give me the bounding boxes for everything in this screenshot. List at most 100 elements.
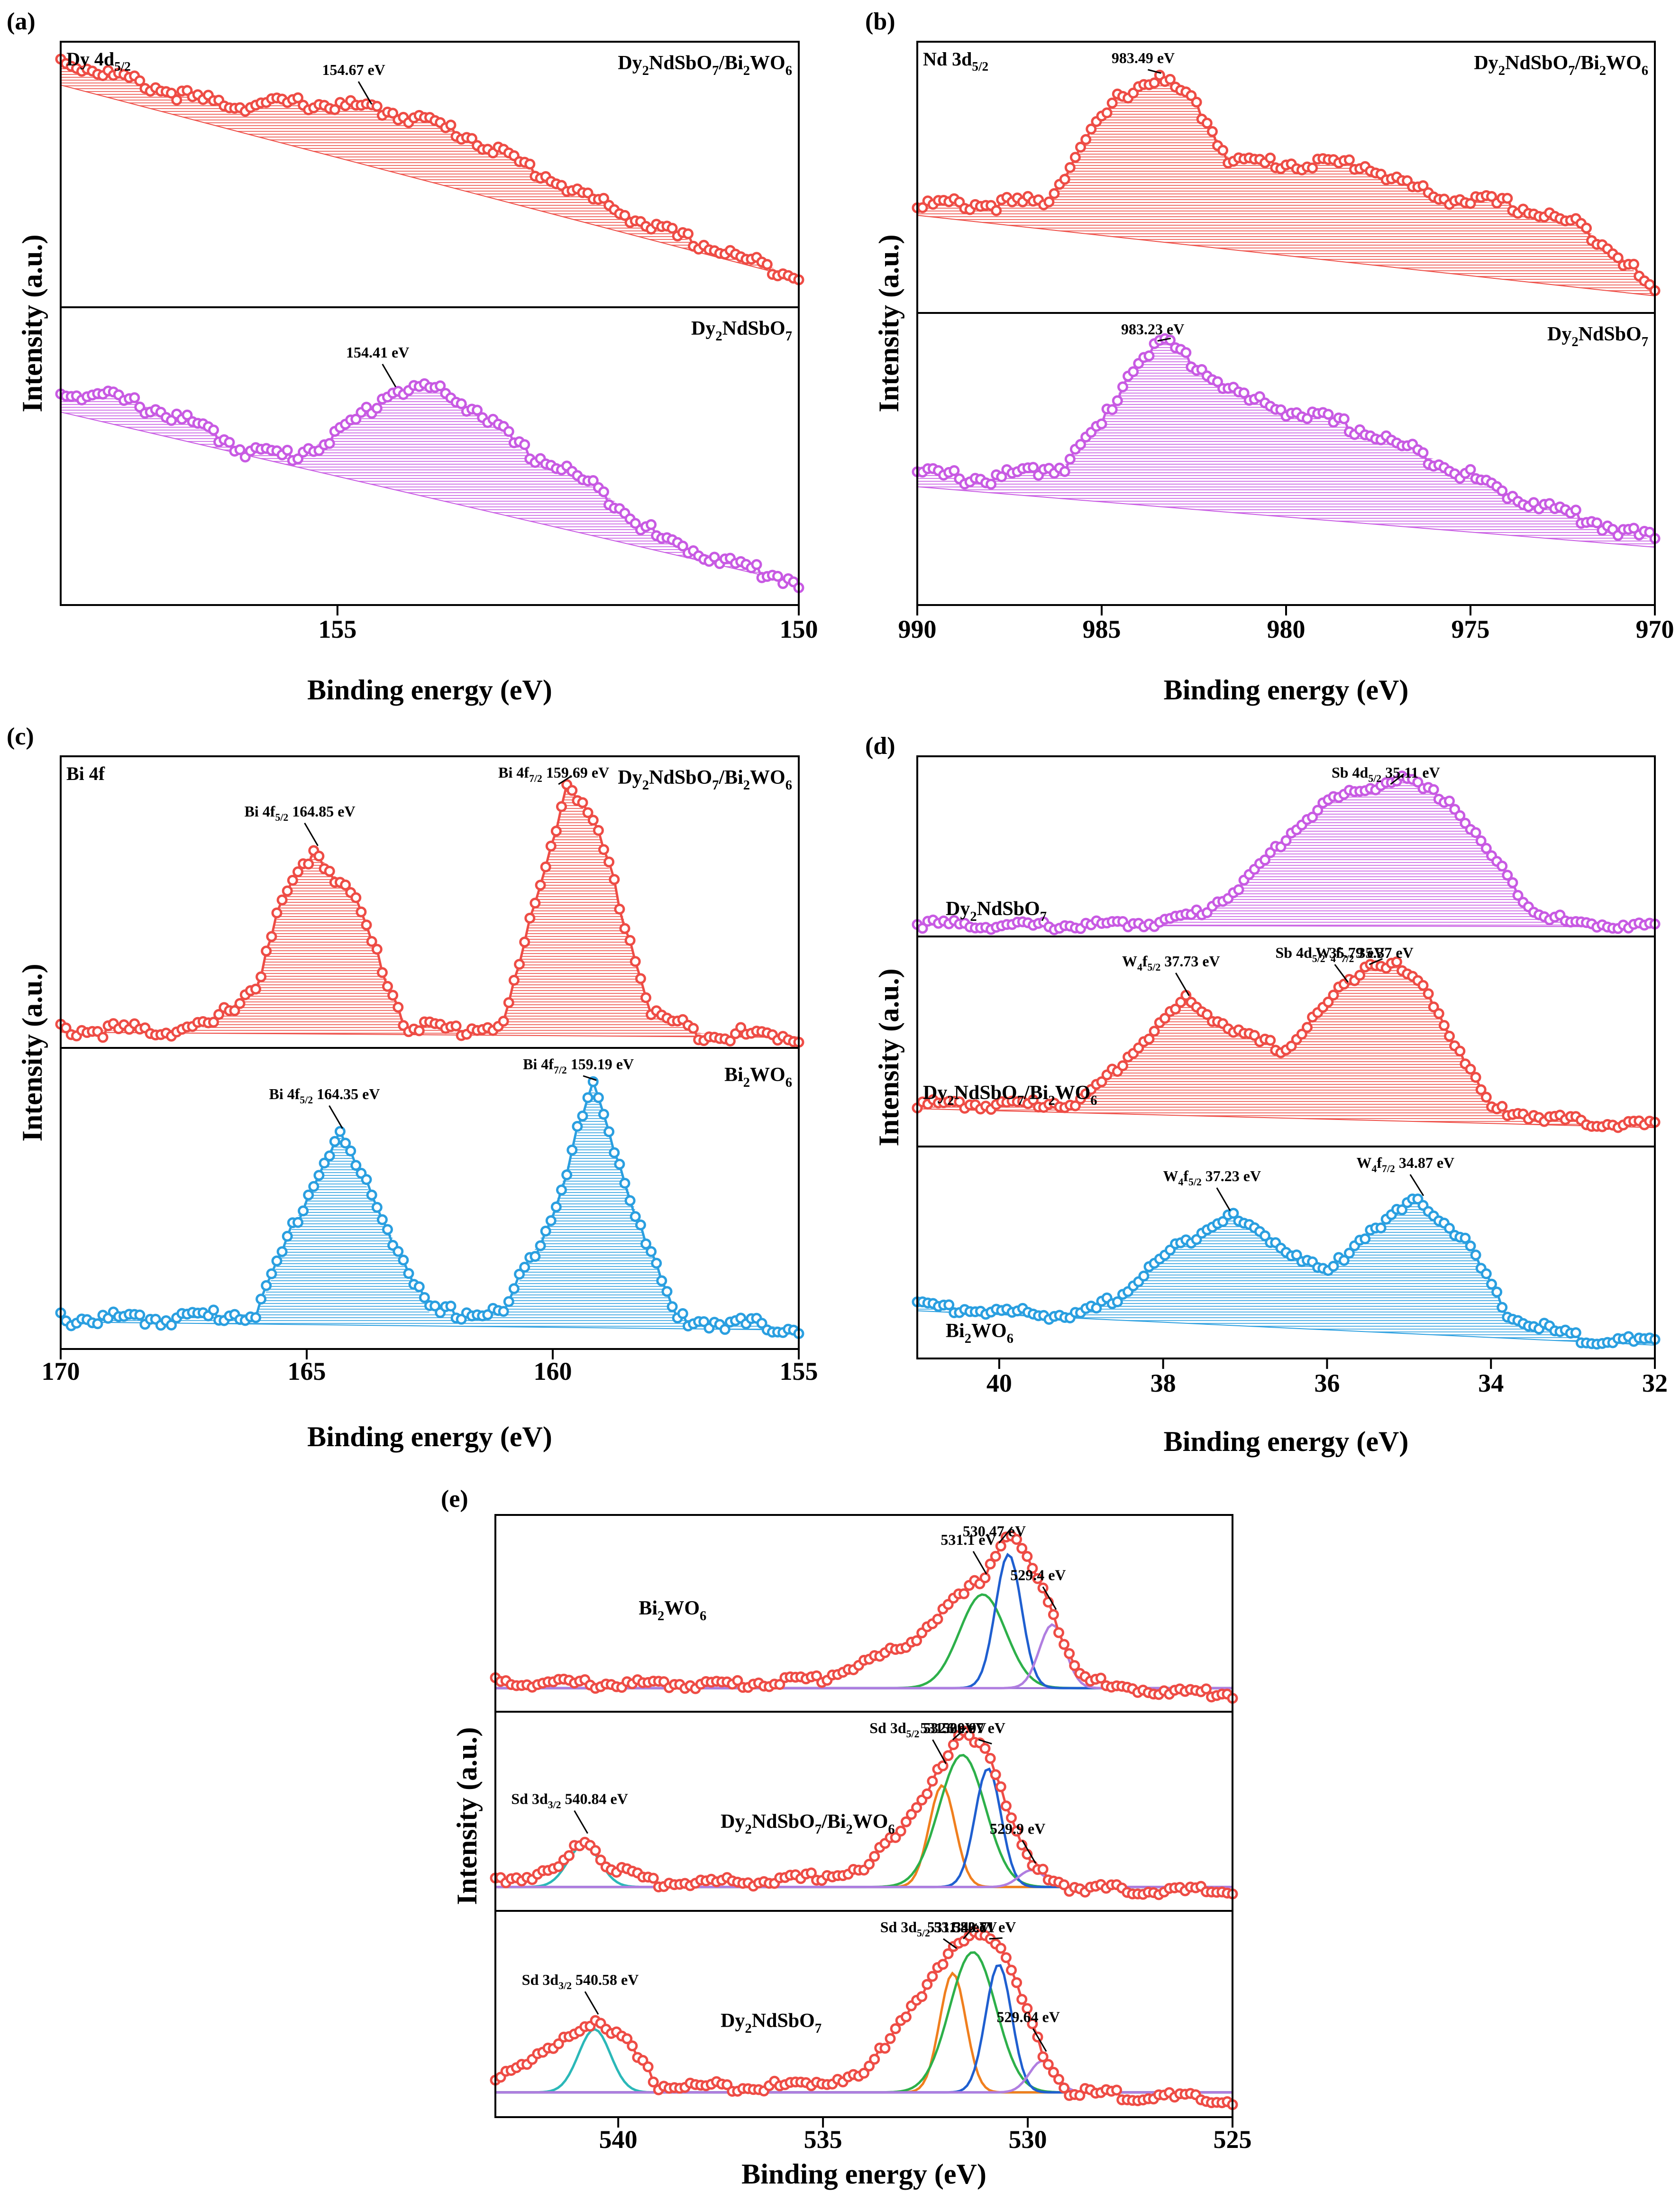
data-point <box>609 874 620 885</box>
data-point <box>308 1181 320 1192</box>
data-point <box>906 1809 917 1820</box>
data-point <box>553 2038 564 2049</box>
data-point <box>772 570 783 582</box>
data-point <box>376 967 388 978</box>
data-point <box>261 1280 272 1291</box>
data-point <box>413 1025 425 1037</box>
panel-title: Bi 4f <box>66 763 105 784</box>
data-point <box>619 923 630 934</box>
peak-annotation: Bi 4f5/2 164.85 eV <box>245 803 356 823</box>
data-point <box>419 1292 430 1303</box>
data-point <box>614 1158 625 1170</box>
series-name-label: Bi2WO6 <box>946 1320 1013 1346</box>
series-name-label: Dy2NdSbO7/Bi2WO6 <box>618 52 792 78</box>
data-point <box>387 990 399 1001</box>
data-point <box>1417 447 1429 459</box>
data-point <box>361 919 372 931</box>
data-point <box>1165 73 1176 85</box>
panel-letter: (e) <box>441 1486 468 1513</box>
data-point <box>129 392 140 404</box>
data-point <box>472 404 483 416</box>
data-point <box>1323 409 1334 420</box>
data-point <box>805 1867 817 1879</box>
peak-area <box>917 342 1655 547</box>
x-tick-label: 40 <box>986 1369 1012 1397</box>
data-point <box>1000 1952 1012 1964</box>
data-point <box>1053 2074 1064 2085</box>
x-tick-label: 535 <box>804 2125 842 2154</box>
data-point <box>371 1202 383 1213</box>
background-line <box>60 84 799 279</box>
data-point <box>1117 381 1128 393</box>
data-point <box>624 935 636 946</box>
data-point <box>213 1009 225 1020</box>
data-point <box>932 1614 943 1625</box>
data-point <box>985 1559 996 1569</box>
annotation-arrow <box>558 775 572 785</box>
data-point <box>1143 1033 1155 1045</box>
data-point <box>250 983 261 995</box>
peak-annotation: 983.23 eV <box>1121 321 1184 338</box>
data-point <box>545 1215 557 1226</box>
annotation-arrow <box>1369 958 1383 965</box>
data-point <box>1170 1003 1181 1015</box>
annotation-arrow <box>963 1923 977 1939</box>
data-point <box>435 380 446 392</box>
data-point <box>1307 811 1318 823</box>
peak-annotation: Sd 3d5/2 531.83 eV <box>880 1918 997 1939</box>
data-point <box>1022 1551 1033 1562</box>
x-tick-label: 990 <box>898 615 937 643</box>
data-point <box>1011 1534 1023 1545</box>
data-point <box>503 426 514 437</box>
data-point <box>1343 1248 1355 1259</box>
data-point <box>545 840 557 852</box>
series-name-label: Dy2NdSbO7/Bi2WO6 <box>618 767 792 793</box>
data-point <box>1465 1064 1476 1075</box>
data-point <box>329 104 340 115</box>
annotation-arrow <box>1334 964 1349 983</box>
data-point <box>535 880 546 891</box>
data-point <box>514 959 525 970</box>
data-point <box>1027 2018 1038 2029</box>
data-point <box>1628 523 1639 534</box>
data-point <box>619 210 630 221</box>
data-point <box>1265 1035 1276 1046</box>
panel-title: Nd 3d5/2 <box>923 48 988 73</box>
data-point <box>735 1022 747 1033</box>
data-point <box>1080 134 1092 145</box>
data-point <box>1069 152 1081 163</box>
data-point <box>1470 827 1481 838</box>
data-point <box>1059 466 1070 477</box>
peak-annotation: 154.41 eV <box>346 344 409 361</box>
data-point <box>1307 162 1318 174</box>
data-point <box>598 193 609 204</box>
data-point <box>282 1230 293 1242</box>
data-point <box>995 1781 1006 1792</box>
data-point <box>911 1635 922 1646</box>
data-point <box>393 1246 404 1257</box>
data-line <box>494 1534 1233 1699</box>
data-point <box>1159 1013 1170 1024</box>
data-point <box>561 1169 573 1181</box>
data-point <box>324 438 335 449</box>
data-point <box>1465 198 1476 209</box>
data-point <box>900 2011 912 2023</box>
data-point <box>942 1948 954 1959</box>
data-point <box>398 1255 409 1266</box>
annotation-arrow <box>1032 2028 1047 2052</box>
data-point <box>1138 1270 1150 1282</box>
data-point <box>667 222 678 234</box>
data-point <box>1101 107 1113 119</box>
data-point <box>1465 464 1476 475</box>
data-point <box>1059 174 1070 185</box>
data-point <box>593 825 604 836</box>
peak-area <box>61 387 799 584</box>
data-point <box>1016 1994 1028 2005</box>
data-point <box>1064 162 1076 173</box>
data-point <box>1175 997 1187 1008</box>
peak-annotation: 531.6 eV <box>920 1719 976 1736</box>
peak-annotation: Sd 3d3/2 540.84 eV <box>511 1790 628 1811</box>
data-point <box>640 1238 651 1249</box>
x-axis-label: Binding energy (eV) <box>307 1421 552 1452</box>
